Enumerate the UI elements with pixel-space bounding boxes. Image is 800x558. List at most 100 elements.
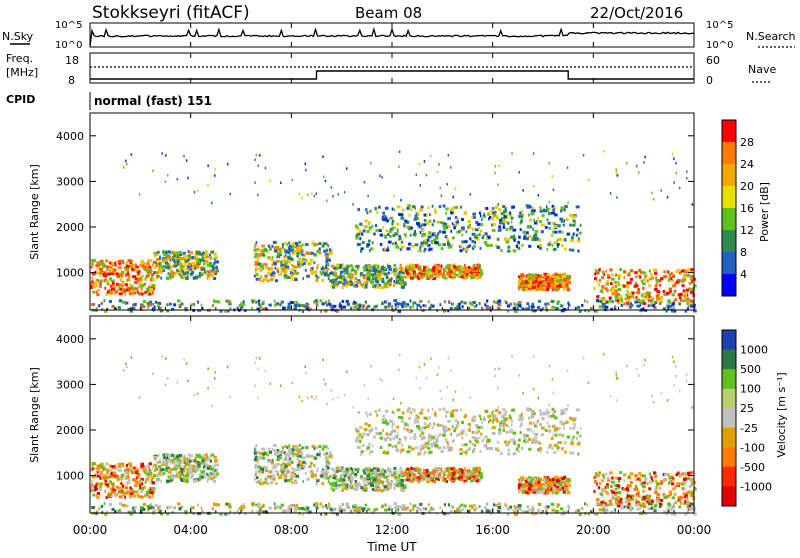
power-cell [385, 207, 389, 210]
velocity-cell [256, 481, 259, 484]
power-cell [268, 304, 271, 307]
power-cell [413, 233, 417, 236]
power-cell [192, 266, 194, 269]
velocity-cell [135, 471, 138, 474]
velocity-cell [308, 455, 311, 458]
velocity-cell [161, 474, 163, 477]
power-cell [497, 307, 501, 310]
velocity-cell [191, 459, 194, 462]
velocity-cell [268, 471, 270, 474]
power-cell [339, 304, 343, 307]
power-cell [313, 301, 315, 304]
velocity-cell [429, 416, 431, 419]
velocity-cell [174, 454, 176, 457]
power-cell [616, 171, 618, 174]
power-cbar-tick-1: 24 [740, 158, 754, 171]
velocity-cell [404, 486, 407, 489]
power-cell [375, 229, 379, 232]
velocity-cell [469, 440, 471, 443]
power-cell [101, 302, 103, 305]
power-cell [503, 226, 506, 229]
power-cell [92, 283, 94, 286]
velocity-cell [461, 443, 464, 446]
velocity-cell [190, 471, 192, 474]
velocity-cell [419, 412, 423, 415]
velocity-cell [552, 492, 554, 495]
power-cell [450, 230, 452, 233]
power-cell [615, 290, 617, 293]
power-cell [121, 271, 125, 274]
velocity-cell [411, 470, 415, 473]
power-cell [512, 229, 516, 232]
velocity-cell [433, 423, 435, 426]
velocity-cell [393, 467, 396, 470]
power-cell [291, 258, 294, 261]
power-cell [152, 170, 154, 173]
velocity-cell [511, 409, 515, 412]
velocity-cell [387, 468, 390, 471]
power-cell [364, 225, 367, 228]
velocity-cell [468, 469, 471, 472]
power-cell [183, 254, 186, 257]
power-cell [642, 282, 646, 285]
power-cell [426, 214, 428, 217]
power-cell [107, 291, 110, 294]
power-cell [474, 267, 478, 270]
power-cell [347, 303, 349, 306]
power-cell [157, 251, 159, 254]
power-cell [510, 226, 514, 229]
velocity-cell [487, 415, 491, 418]
velocity-cell [255, 464, 258, 467]
power-cell [455, 187, 457, 190]
velocity-cell [162, 462, 165, 465]
power-cell [258, 300, 260, 303]
power-cell [261, 245, 265, 248]
velocity-cell [445, 415, 447, 418]
velocity-cell [355, 428, 358, 431]
velocity-cell [99, 471, 103, 474]
velocity-cell [96, 494, 98, 497]
velocity-cell [567, 483, 570, 486]
power-cell [539, 247, 542, 250]
power-cell [562, 231, 564, 234]
power-cell [252, 301, 254, 304]
power-cell [416, 174, 418, 177]
power-cell [669, 273, 672, 276]
power-cell [617, 174, 619, 177]
power-cell [201, 268, 204, 271]
velocity-cell [302, 480, 304, 483]
power-cell [419, 300, 422, 303]
power-cell [436, 268, 439, 271]
velocity-cell [398, 416, 402, 419]
power-cell [380, 243, 382, 246]
velocity-cell [469, 429, 471, 432]
velocity-cell [326, 445, 328, 448]
velocity-cell [297, 464, 300, 467]
power-cell [572, 215, 576, 218]
power-cell [375, 305, 378, 308]
power-cell [508, 238, 510, 241]
power-cell [384, 282, 387, 285]
power-cell [364, 181, 366, 184]
power-cell [406, 275, 410, 278]
power-cell [316, 279, 319, 282]
velocity-cell [531, 415, 535, 418]
velocity-cell [138, 495, 142, 498]
power-cell [359, 223, 362, 226]
power-cell [168, 266, 170, 269]
power-cell [558, 230, 561, 233]
power-cell [460, 245, 462, 248]
power-cell [187, 177, 189, 180]
power-cell [447, 217, 451, 220]
velocity-cell [452, 439, 455, 442]
power-cell [552, 275, 555, 278]
power-cell [313, 271, 317, 274]
velocity-cell [536, 491, 539, 494]
power-cell [667, 299, 671, 302]
power-cell [398, 305, 400, 308]
power-cell [272, 263, 274, 266]
power-cell [191, 256, 194, 259]
power-cell [105, 287, 107, 290]
velocity-cell [504, 441, 507, 444]
power-cell [329, 252, 333, 255]
